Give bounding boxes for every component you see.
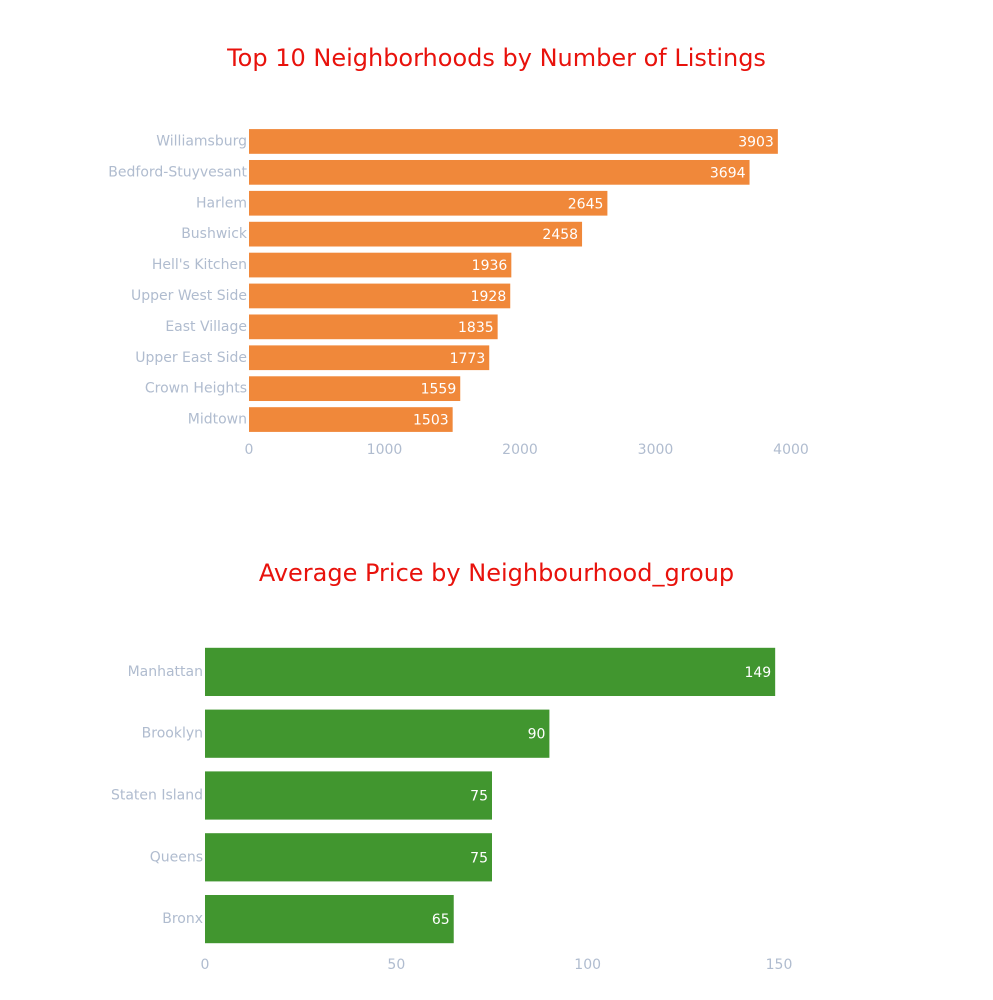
c1-x-tick-4: 4000 bbox=[773, 442, 809, 458]
c1-data-label-8: 1559 bbox=[421, 382, 457, 398]
c2-x-tick-1: 50 bbox=[387, 957, 405, 973]
c1-data-label-4: 1936 bbox=[472, 258, 508, 274]
c2-data-label-2: 75 bbox=[470, 789, 488, 805]
c1-category-label-6: East Village bbox=[165, 319, 247, 335]
c1-bar-7 bbox=[249, 345, 490, 371]
c1-category-label-5: Upper West Side bbox=[131, 288, 247, 304]
c2-x-tick-3: 150 bbox=[766, 957, 793, 973]
c2-bar-4 bbox=[205, 894, 454, 944]
c1-bar-8 bbox=[249, 376, 461, 402]
c2-data-label-0: 149 bbox=[744, 665, 771, 681]
c2-bar-0 bbox=[205, 647, 776, 697]
c1-category-label-8: Crown Heights bbox=[145, 381, 247, 397]
chart-1-title: Top 10 Neighborhoods by Number of Listin… bbox=[227, 44, 766, 72]
c2-category-label-1: Brooklyn bbox=[142, 726, 203, 742]
c2-category-label-0: Manhattan bbox=[128, 664, 203, 680]
c1-data-label-0: 3903 bbox=[738, 134, 774, 150]
c1-bar-2 bbox=[249, 190, 608, 216]
c1-category-label-7: Upper East Side bbox=[135, 350, 247, 366]
c1-x-tick-1: 1000 bbox=[367, 442, 403, 458]
c1-bar-9 bbox=[249, 407, 453, 432]
chart-2-title: Average Price by Neighbourhood_group bbox=[258, 559, 735, 587]
c1-category-label-4: Hell's Kitchen bbox=[152, 257, 247, 273]
c1-x-tick-0: 0 bbox=[245, 442, 254, 458]
c2-category-label-3: Queens bbox=[150, 849, 203, 865]
c1-data-label-5: 1928 bbox=[471, 289, 507, 305]
c2-data-label-4: 65 bbox=[432, 912, 450, 928]
c1-bar-3 bbox=[249, 221, 583, 247]
c1-data-label-3: 2458 bbox=[542, 227, 578, 243]
c1-bar-5 bbox=[249, 283, 511, 309]
c1-data-label-2: 2645 bbox=[568, 196, 604, 212]
c1-category-label-2: Harlem bbox=[196, 195, 247, 211]
c1-bar-6 bbox=[249, 314, 498, 340]
c1-x-tick-2: 2000 bbox=[502, 442, 538, 458]
c2-bar-1 bbox=[205, 709, 550, 758]
c1-category-label-0: Williamsburg bbox=[156, 133, 247, 149]
c1-x-tick-3: 3000 bbox=[638, 442, 674, 458]
c1-bar-0 bbox=[249, 129, 778, 154]
c2-data-label-3: 75 bbox=[470, 850, 488, 866]
c1-category-label-9: Midtown bbox=[188, 412, 247, 428]
c1-bar-1 bbox=[249, 159, 750, 185]
c2-bar-3 bbox=[205, 833, 492, 882]
c2-x-tick-0: 0 bbox=[201, 957, 210, 973]
c1-category-label-3: Bushwick bbox=[181, 226, 248, 242]
c1-bar-4 bbox=[249, 252, 512, 278]
c2-category-label-2: Staten Island bbox=[111, 788, 203, 804]
c1-category-label-1: Bedford-Stuyvesant bbox=[108, 164, 247, 180]
c2-category-label-4: Bronx bbox=[162, 911, 203, 927]
c2-data-label-1: 90 bbox=[528, 727, 546, 743]
c1-data-label-7: 1773 bbox=[450, 351, 486, 367]
c1-data-label-6: 1835 bbox=[458, 320, 494, 336]
c1-data-label-1: 3694 bbox=[710, 165, 746, 181]
c2-x-tick-2: 100 bbox=[574, 957, 601, 973]
c1-data-label-9: 1503 bbox=[413, 413, 449, 429]
c2-bar-2 bbox=[205, 771, 492, 820]
